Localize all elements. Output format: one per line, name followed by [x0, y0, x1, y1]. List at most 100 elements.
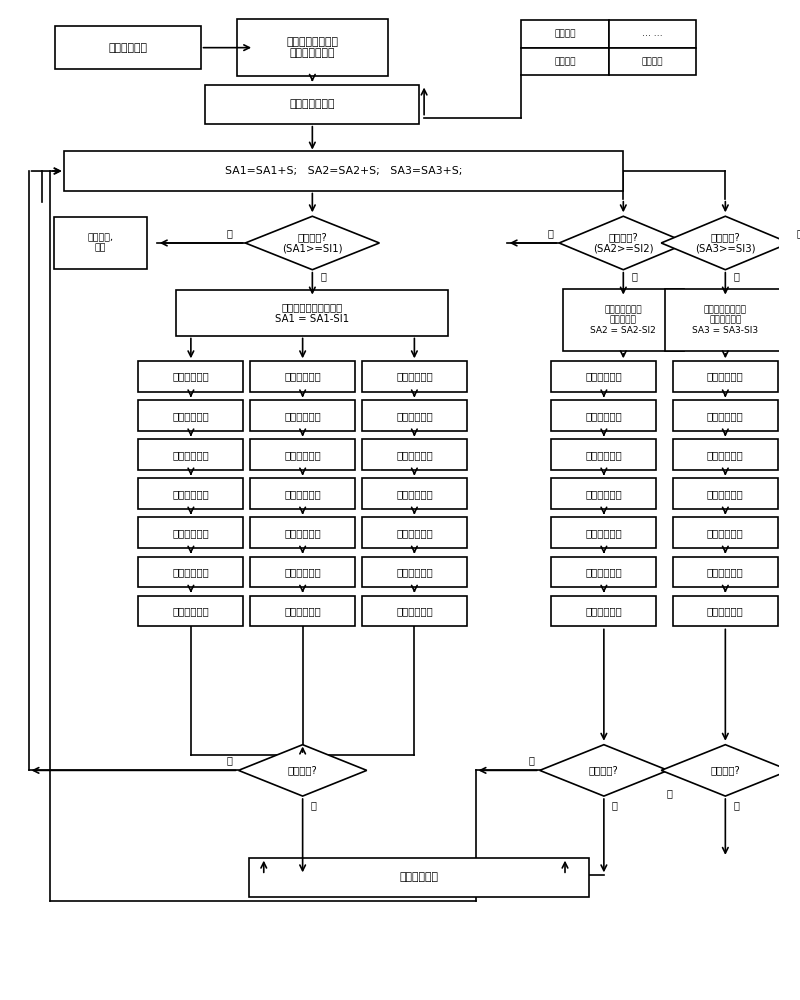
FancyBboxPatch shape	[551, 596, 656, 626]
Text: 耦合输入数据: 耦合输入数据	[707, 450, 744, 460]
Text: 仿真结束?: 仿真结束?	[589, 765, 618, 775]
Text: 是: 是	[320, 271, 326, 281]
Text: 否: 否	[226, 755, 233, 765]
FancyBboxPatch shape	[138, 596, 243, 626]
Text: 耦合输入数据: 耦合输入数据	[173, 450, 210, 460]
Text: 更新一、二层耦
合接口数据
SA2 = SA2-SI2: 更新一、二层耦 合接口数据 SA2 = SA2-SI2	[590, 305, 656, 335]
FancyBboxPatch shape	[250, 361, 355, 392]
Text: 系统输入数据: 系统输入数据	[586, 411, 622, 421]
FancyBboxPatch shape	[673, 400, 778, 431]
Text: 各子系统初始化: 各子系统初始化	[290, 99, 335, 109]
FancyBboxPatch shape	[551, 557, 656, 587]
FancyBboxPatch shape	[609, 48, 696, 75]
Text: 牵供单步仿真: 牵供单步仿真	[707, 489, 744, 499]
FancyBboxPatch shape	[362, 400, 467, 431]
Text: 本步结果输出: 本步结果输出	[586, 528, 622, 538]
FancyBboxPatch shape	[673, 361, 778, 392]
Text: 耦合输入数据: 耦合输入数据	[284, 450, 321, 460]
FancyBboxPatch shape	[551, 439, 656, 470]
Text: 耦合输出数据: 耦合输出数据	[396, 567, 433, 577]
FancyBboxPatch shape	[665, 289, 786, 351]
FancyBboxPatch shape	[609, 20, 696, 48]
Text: 系统输入数据: 系统输入数据	[284, 411, 321, 421]
Text: SA1=SA1+S;   SA2=SA2+S;   SA3=SA3+S;: SA1=SA1+S; SA2=SA2+S; SA3=SA3+S;	[225, 166, 462, 176]
FancyBboxPatch shape	[250, 478, 355, 509]
FancyBboxPatch shape	[362, 557, 467, 587]
Text: 线路数据: 线路数据	[554, 29, 576, 38]
FancyBboxPatch shape	[55, 26, 201, 69]
FancyBboxPatch shape	[54, 217, 146, 269]
FancyBboxPatch shape	[673, 517, 778, 548]
Polygon shape	[559, 216, 687, 270]
Text: 更新一、二、三层
耦合接口数据
SA3 = SA3-SI3: 更新一、二、三层 耦合接口数据 SA3 = SA3-SI3	[692, 305, 758, 335]
Text: 否: 否	[528, 755, 534, 765]
Text: 激活牵供计算: 激活牵供计算	[707, 372, 744, 382]
Text: 激活线路计算: 激活线路计算	[284, 372, 321, 382]
Text: 激活列车计算: 激活列车计算	[173, 372, 210, 382]
FancyBboxPatch shape	[362, 439, 467, 470]
FancyBboxPatch shape	[176, 290, 448, 336]
Text: 仿真退出,
告警: 仿真退出, 告警	[87, 233, 114, 253]
Text: 系统输入数据: 系统输入数据	[396, 411, 433, 421]
FancyBboxPatch shape	[362, 478, 467, 509]
Text: 耦合输出数据: 耦合输出数据	[284, 567, 321, 577]
FancyBboxPatch shape	[138, 439, 243, 470]
Text: 系统输入数据: 系统输入数据	[707, 411, 744, 421]
FancyBboxPatch shape	[522, 48, 609, 75]
FancyBboxPatch shape	[551, 478, 656, 509]
Text: … …: … …	[642, 29, 662, 38]
FancyBboxPatch shape	[206, 85, 419, 124]
Text: 本步结果输出: 本步结果输出	[396, 528, 433, 538]
FancyBboxPatch shape	[673, 557, 778, 587]
Text: 是: 是	[733, 271, 739, 281]
Text: 一层耦合?
(SA1>=SI1): 一层耦合? (SA1>=SI1)	[282, 232, 342, 254]
Text: 更新一层耦合接口数据
SA1 = SA1-SI1: 更新一层耦合接口数据 SA1 = SA1-SI1	[275, 302, 350, 324]
Polygon shape	[540, 745, 668, 796]
FancyBboxPatch shape	[250, 557, 355, 587]
FancyBboxPatch shape	[551, 400, 656, 431]
Polygon shape	[238, 745, 366, 796]
Text: 线路单步仿真: 线路单步仿真	[284, 489, 321, 499]
Text: 列车单步仿真: 列车单步仿真	[173, 489, 210, 499]
FancyBboxPatch shape	[673, 478, 778, 509]
FancyBboxPatch shape	[362, 517, 467, 548]
Text: 否: 否	[796, 228, 800, 238]
Text: 激活弓网计算: 激活弓网计算	[396, 372, 433, 382]
Text: 系统输入数据: 系统输入数据	[173, 411, 210, 421]
Text: 弓网计算等待: 弓网计算等待	[396, 606, 433, 616]
FancyBboxPatch shape	[138, 361, 243, 392]
Text: 是: 是	[310, 800, 316, 810]
FancyBboxPatch shape	[237, 19, 388, 76]
Text: 弓网单步仿真: 弓网单步仿真	[396, 489, 433, 499]
Text: 激活气动计算: 激活气动计算	[586, 372, 622, 382]
Text: 耦合仿真参数、接
口设置，初始化: 耦合仿真参数、接 口设置，初始化	[286, 37, 338, 58]
Text: 仿真结束?: 仿真结束?	[288, 765, 318, 775]
FancyBboxPatch shape	[250, 400, 355, 431]
FancyBboxPatch shape	[362, 596, 467, 626]
Polygon shape	[662, 745, 790, 796]
Text: 本步结果输出: 本步结果输出	[173, 528, 210, 538]
FancyBboxPatch shape	[250, 517, 355, 548]
FancyBboxPatch shape	[551, 361, 656, 392]
Text: 本步结果输出: 本步结果输出	[284, 528, 321, 538]
FancyBboxPatch shape	[138, 478, 243, 509]
Text: 启动耦合仿真: 启动耦合仿真	[108, 43, 147, 53]
Text: 牵供计算等待: 牵供计算等待	[707, 606, 744, 616]
FancyBboxPatch shape	[250, 596, 355, 626]
Text: 三层耦合?
(SA3>=SI3): 三层耦合? (SA3>=SI3)	[695, 232, 756, 254]
Text: 气动单步仿真: 气动单步仿真	[586, 489, 622, 499]
FancyBboxPatch shape	[551, 517, 656, 548]
FancyBboxPatch shape	[64, 151, 623, 191]
Text: 列车计算等待: 列车计算等待	[173, 606, 210, 616]
Text: 耦合输入数据: 耦合输入数据	[586, 450, 622, 460]
FancyBboxPatch shape	[138, 517, 243, 548]
FancyBboxPatch shape	[249, 858, 590, 897]
Text: 耦合输出数据: 耦合输出数据	[707, 567, 744, 577]
Text: 否: 否	[667, 788, 673, 798]
FancyBboxPatch shape	[522, 20, 609, 48]
Text: 仿真结束?: 仿真结束?	[710, 765, 740, 775]
FancyBboxPatch shape	[138, 557, 243, 587]
Text: 仿真结束退出: 仿真结束退出	[400, 872, 438, 882]
Text: 是: 是	[631, 271, 637, 281]
FancyBboxPatch shape	[138, 400, 243, 431]
